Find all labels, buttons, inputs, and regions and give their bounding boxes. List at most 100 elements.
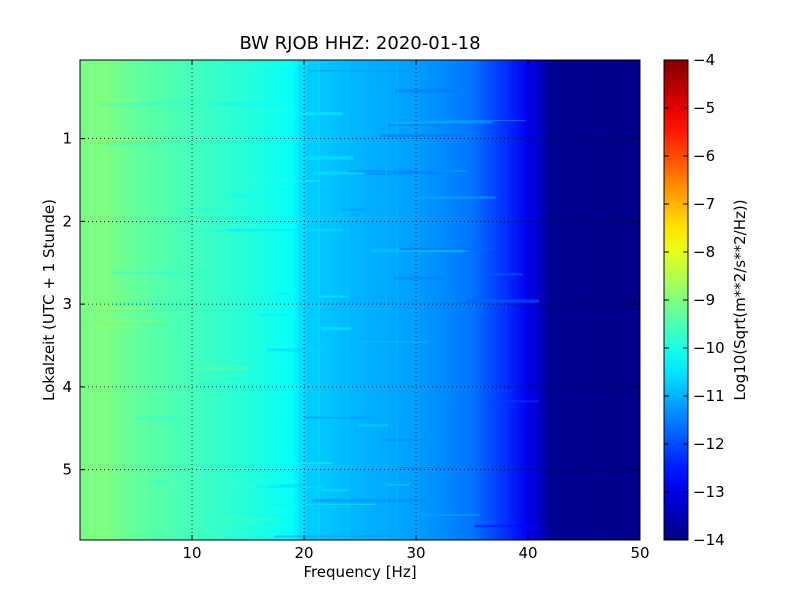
- spectral-streak: [380, 134, 468, 138]
- spectral-streak: [233, 63, 309, 65]
- spectral-streak: [101, 144, 213, 146]
- spectral-streak: [199, 382, 234, 385]
- x-tick-label: 40: [518, 544, 537, 562]
- spectrogram-plot: 10 20 30 40 50 1 2 3 4 5: [62, 59, 650, 562]
- spectral-line: [505, 60, 507, 540]
- spectral-streak: [227, 228, 343, 232]
- spectral-streak: [259, 313, 289, 317]
- spectral-streak: [283, 112, 343, 116]
- spectral-streak: [321, 327, 351, 331]
- x-tick-label: 30: [406, 544, 425, 562]
- spectral-streak: [390, 121, 493, 124]
- spectral-streak: [321, 489, 348, 492]
- spectral-streak: [271, 462, 333, 464]
- spectrogram-background: [80, 60, 640, 540]
- colorbar-tick-label: −10: [693, 339, 725, 357]
- spectral-streak: [371, 248, 463, 253]
- spectral-streak: [112, 271, 227, 274]
- spectral-streak: [256, 485, 324, 489]
- spectral-line: [225, 60, 228, 540]
- colorbar-tick-label: −8: [693, 243, 715, 261]
- spectral-streak: [90, 326, 140, 328]
- colorbar-tick-label: −12: [693, 435, 725, 453]
- colorbar-tick-label: −4: [693, 51, 715, 69]
- spectral-streak: [387, 483, 410, 486]
- spectral-streak: [465, 299, 540, 303]
- spectral-streak: [183, 208, 253, 210]
- colorbar-label: Log10(Sqrt(m**2/s**2/Hz)): [731, 199, 749, 400]
- spectral-streak: [381, 439, 426, 441]
- spectral-streak: [395, 89, 459, 93]
- spectral-streak: [433, 249, 469, 252]
- spectral-streak: [109, 99, 145, 101]
- spectral-streak: [136, 416, 181, 420]
- colorbar-tick-label: −7: [693, 195, 715, 213]
- spectral-line: [144, 60, 146, 540]
- colorbar: −14 −13 −12 −11 −10 −9 −8 −7 −6 −5 −4: [663, 51, 725, 549]
- spectral-line: [195, 60, 197, 540]
- spectral-streak: [271, 503, 376, 505]
- y-axis-label: Lokalzeit (UTC + 1 Stunde): [40, 199, 58, 401]
- spectral-streaks: [80, 60, 540, 540]
- spectral-line: [396, 60, 399, 540]
- spectral-streak: [102, 319, 166, 322]
- colorbar-ticks: −14 −13 −12 −11 −10 −9 −8 −7 −6 −5 −4: [664, 51, 725, 549]
- x-axis-label: Frequency [Hz]: [303, 563, 416, 581]
- y-tick-label: 1: [62, 130, 72, 148]
- spectral-streak: [312, 171, 363, 175]
- grid-lines: [80, 60, 640, 540]
- colorbar-tick-label: −14: [693, 531, 725, 549]
- spectral-streak: [361, 341, 428, 343]
- spectral-line: [105, 60, 107, 540]
- spectral-streak: [360, 535, 393, 537]
- spectral-streak: [226, 486, 269, 488]
- spectral-streak: [218, 518, 280, 521]
- spectral-streak: [113, 303, 219, 306]
- spectral-streak: [421, 514, 480, 516]
- spectral-streak: [318, 295, 348, 298]
- spectral-streak: [252, 110, 292, 112]
- spectral-streak: [275, 293, 293, 295]
- spectral-streak: [209, 102, 271, 106]
- spectral-streak: [274, 535, 379, 538]
- spectral-streak: [194, 366, 247, 370]
- y-tick-label: 5: [62, 461, 72, 479]
- spectral-streak: [399, 247, 496, 250]
- spectral-streak: [178, 230, 225, 232]
- spectral-streak: [388, 124, 465, 126]
- spectral-streak: [366, 172, 399, 175]
- colorbar-tick-label: −9: [693, 291, 715, 309]
- colorbar-tick-label: −5: [693, 99, 715, 117]
- spectral-streak: [347, 170, 454, 173]
- spectral-line: [134, 60, 137, 540]
- colorbar-tick-label: −13: [693, 483, 725, 501]
- y-tick-label: 2: [62, 212, 72, 230]
- spectral-streak: [80, 139, 161, 141]
- spectral-line: [346, 60, 349, 540]
- spectral-streak: [95, 306, 151, 310]
- colorbar-tick-label: −6: [693, 147, 715, 165]
- spectral-streak: [251, 180, 320, 182]
- y-tick-label: 4: [62, 378, 72, 396]
- spectral-streak: [489, 400, 540, 403]
- spectral-line: [318, 60, 321, 540]
- spectral-line: [86, 60, 88, 540]
- spectral-streak: [412, 196, 496, 199]
- spectral-streak: [102, 297, 148, 299]
- spectral-streak: [267, 348, 322, 352]
- x-tick-label: 10: [182, 544, 201, 562]
- spectral-line: [189, 60, 192, 540]
- spectral-streak: [417, 120, 525, 122]
- spectral-streak: [140, 101, 196, 105]
- spectral-streak: [474, 524, 540, 528]
- plot-frame: [79, 59, 641, 541]
- spectral-streak: [342, 208, 366, 211]
- spectral-line: [302, 60, 304, 540]
- x-tick-label: 20: [294, 544, 313, 562]
- colorbar-tick-label: −11: [693, 387, 725, 405]
- x-tick-label: 50: [630, 544, 649, 562]
- spectral-streak: [312, 499, 429, 503]
- spectral-line: [385, 60, 387, 540]
